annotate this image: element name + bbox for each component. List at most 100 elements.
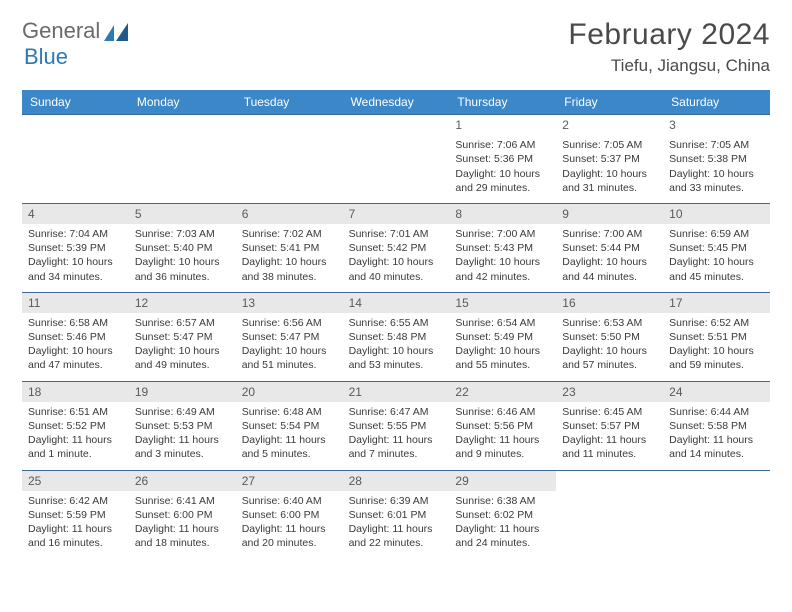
calendar-cell: 7 Sunrise: 7:01 AMSunset: 5:42 PMDaylight… [343, 203, 450, 292]
sunrise-text: Sunrise: 6:48 AM [242, 405, 337, 419]
sunrise-text: Sunrise: 6:56 AM [242, 316, 337, 330]
sunset-text: Sunset: 5:47 PM [242, 330, 337, 344]
day-number: 17 [663, 293, 770, 313]
calendar-cell: 1Sunrise: 7:06 AMSunset: 5:36 PMDaylight… [449, 114, 556, 203]
daylight-text: Daylight: 10 hours and 53 minutes. [349, 344, 444, 372]
sunrise-text: Sunrise: 6:55 AM [349, 316, 444, 330]
sunrise-text: Sunrise: 6:45 AM [562, 405, 657, 419]
weekday-header: Saturday [663, 90, 770, 114]
calendar-cell: 18Sunrise: 6:51 AMSunset: 5:52 PMDayligh… [22, 381, 129, 470]
day-number: 5 [129, 204, 236, 224]
sunrise-text: Sunrise: 6:46 AM [455, 405, 550, 419]
day-number: 4 [22, 204, 129, 224]
sunset-text: Sunset: 5:56 PM [455, 419, 550, 433]
calendar-cell: 4Sunrise: 7:04 AMSunset: 5:39 PMDaylight… [22, 203, 129, 292]
weekday-header: Monday [129, 90, 236, 114]
daylight-text: Daylight: 10 hours and 44 minutes. [562, 255, 657, 283]
sunset-text: Sunset: 6:02 PM [455, 508, 550, 522]
calendar-cell: 12Sunrise: 6:57 AMSunset: 5:47 PMDayligh… [129, 292, 236, 381]
day-number: 18 [22, 382, 129, 402]
calendar-cell [663, 470, 770, 559]
day-number: 1 [449, 115, 556, 135]
daylight-text: Daylight: 10 hours and 59 minutes. [669, 344, 764, 372]
daylight-text: Daylight: 10 hours and 42 minutes. [455, 255, 550, 283]
weekday-header: Friday [556, 90, 663, 114]
daylight-text: Daylight: 11 hours and 24 minutes. [455, 522, 550, 550]
weekday-header: Wednesday [343, 90, 450, 114]
sunrise-text: Sunrise: 6:47 AM [349, 405, 444, 419]
calendar-cell: 27Sunrise: 6:40 AMSunset: 6:00 PMDayligh… [236, 470, 343, 559]
sunset-text: Sunset: 5:55 PM [349, 419, 444, 433]
daylight-text: Daylight: 11 hours and 16 minutes. [28, 522, 123, 550]
sunrise-text: Sunrise: 6:54 AM [455, 316, 550, 330]
calendar-cell: 15Sunrise: 6:54 AMSunset: 5:49 PMDayligh… [449, 292, 556, 381]
title-block: February 2024 Tiefu, Jiangsu, China [568, 18, 770, 76]
daylight-text: Daylight: 11 hours and 14 minutes. [669, 433, 764, 461]
daylight-text: Daylight: 11 hours and 20 minutes. [242, 522, 337, 550]
daylight-text: Daylight: 10 hours and 55 minutes. [455, 344, 550, 372]
sunrise-text: Sunrise: 7:01 AM [349, 227, 444, 241]
page-header: General February 2024 Tiefu, Jiangsu, Ch… [22, 18, 770, 76]
calendar-cell: 13Sunrise: 6:56 AMSunset: 5:47 PMDayligh… [236, 292, 343, 381]
sunrise-text: Sunrise: 6:49 AM [135, 405, 230, 419]
sunset-text: Sunset: 6:00 PM [242, 508, 337, 522]
daylight-text: Daylight: 10 hours and 40 minutes. [349, 255, 444, 283]
day-number: 11 [22, 293, 129, 313]
sunset-text: Sunset: 5:41 PM [242, 241, 337, 255]
sunrise-text: Sunrise: 7:00 AM [455, 227, 550, 241]
sunset-text: Sunset: 5:47 PM [135, 330, 230, 344]
daylight-text: Daylight: 10 hours and 36 minutes. [135, 255, 230, 283]
day-number: 20 [236, 382, 343, 402]
sunset-text: Sunset: 5:46 PM [28, 330, 123, 344]
sunset-text: Sunset: 5:37 PM [562, 152, 657, 166]
weekday-header-row: Sunday Monday Tuesday Wednesday Thursday… [22, 90, 770, 114]
sunset-text: Sunset: 6:00 PM [135, 508, 230, 522]
day-number: 16 [556, 293, 663, 313]
day-number: 25 [22, 471, 129, 491]
calendar-cell: 6Sunrise: 7:02 AMSunset: 5:41 PMDaylight… [236, 203, 343, 292]
calendar-cell: 3Sunrise: 7:05 AMSunset: 5:38 PMDaylight… [663, 114, 770, 203]
day-number: 10 [663, 204, 770, 224]
sunset-text: Sunset: 5:59 PM [28, 508, 123, 522]
sunset-text: Sunset: 5:43 PM [455, 241, 550, 255]
calendar-cell [236, 114, 343, 203]
logo-word-1: General [22, 18, 100, 44]
calendar-cell: 21Sunrise: 6:47 AMSunset: 5:55 PMDayligh… [343, 381, 450, 470]
daylight-text: Daylight: 11 hours and 18 minutes. [135, 522, 230, 550]
sunrise-text: Sunrise: 6:42 AM [28, 494, 123, 508]
sunrise-text: Sunrise: 7:06 AM [455, 138, 550, 152]
day-number: 2 [556, 115, 663, 135]
daylight-text: Daylight: 10 hours and 57 minutes. [562, 344, 657, 372]
sunset-text: Sunset: 5:38 PM [669, 152, 764, 166]
calendar-cell: 29Sunrise: 6:38 AMSunset: 6:02 PMDayligh… [449, 470, 556, 559]
daylight-text: Daylight: 11 hours and 9 minutes. [455, 433, 550, 461]
calendar-body: 1Sunrise: 7:06 AMSunset: 5:36 PMDaylight… [22, 114, 770, 558]
day-number: 7 [343, 204, 450, 224]
daylight-text: Daylight: 10 hours and 29 minutes. [455, 167, 550, 195]
sunrise-text: Sunrise: 6:52 AM [669, 316, 764, 330]
calendar-cell: 19Sunrise: 6:49 AMSunset: 5:53 PMDayligh… [129, 381, 236, 470]
day-number: 12 [129, 293, 236, 313]
sunset-text: Sunset: 5:49 PM [455, 330, 550, 344]
day-number: 23 [556, 382, 663, 402]
day-number: 29 [449, 471, 556, 491]
calendar-cell: 8Sunrise: 7:00 AMSunset: 5:43 PMDaylight… [449, 203, 556, 292]
month-title: February 2024 [568, 18, 770, 52]
sunset-text: Sunset: 5:42 PM [349, 241, 444, 255]
calendar-cell: 22Sunrise: 6:46 AMSunset: 5:56 PMDayligh… [449, 381, 556, 470]
daylight-text: Daylight: 11 hours and 5 minutes. [242, 433, 337, 461]
calendar-cell: 10Sunrise: 6:59 AMSunset: 5:45 PMDayligh… [663, 203, 770, 292]
sunrise-text: Sunrise: 6:44 AM [669, 405, 764, 419]
calendar-cell: 17Sunrise: 6:52 AMSunset: 5:51 PMDayligh… [663, 292, 770, 381]
sunrise-text: Sunrise: 6:53 AM [562, 316, 657, 330]
calendar-cell: 9Sunrise: 7:00 AMSunset: 5:44 PMDaylight… [556, 203, 663, 292]
calendar-cell: 26Sunrise: 6:41 AMSunset: 6:00 PMDayligh… [129, 470, 236, 559]
day-number: 27 [236, 471, 343, 491]
sunset-text: Sunset: 5:45 PM [669, 241, 764, 255]
daylight-text: Daylight: 10 hours and 33 minutes. [669, 167, 764, 195]
day-number: 24 [663, 382, 770, 402]
day-number: 21 [343, 382, 450, 402]
logo: General [22, 18, 132, 44]
sunrise-text: Sunrise: 6:59 AM [669, 227, 764, 241]
calendar-cell: 28Sunrise: 6:39 AMSunset: 6:01 PMDayligh… [343, 470, 450, 559]
